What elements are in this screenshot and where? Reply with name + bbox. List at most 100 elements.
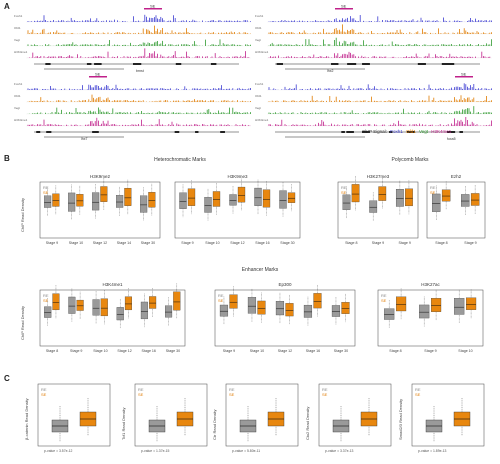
stage-label: Stage 10 (205, 241, 220, 245)
legend-se: SE (43, 190, 49, 195)
legend-re: RE (138, 387, 144, 392)
stage-label: Stage 8 (45, 349, 59, 353)
stage-label: Stage 16 (141, 349, 156, 353)
gene-exon (133, 63, 139, 65)
gene-exon (175, 63, 182, 65)
se-box (396, 296, 407, 312)
legend: RE SE (341, 185, 347, 195)
gene-exon (346, 131, 354, 133)
boxplot-chart (39, 283, 186, 347)
se-box (173, 291, 181, 311)
legend-se: SE (322, 392, 328, 397)
gene-exon (447, 63, 455, 65)
se-label: SE (150, 4, 156, 9)
re-box (44, 195, 52, 208)
stage-label: Stage 9 (424, 349, 437, 353)
enhancer-header: Enhancer Marks (241, 267, 279, 273)
se-box (100, 186, 108, 202)
legend-se: SE (138, 392, 144, 397)
y-axis-label: Tcf1 Read Density (121, 407, 126, 440)
gene-exon (347, 63, 357, 65)
re-box (419, 304, 430, 319)
se-box (148, 192, 156, 208)
plot-frame (318, 383, 392, 447)
boxplot-chart (174, 178, 301, 239)
gene-exon (174, 131, 180, 133)
re-box (116, 307, 124, 321)
gene-exon (406, 131, 415, 133)
legend-re: RE (229, 387, 235, 392)
se-box (229, 294, 238, 309)
legend-re: RE (218, 293, 224, 298)
legend-se: SE (415, 392, 421, 397)
se-box (187, 188, 196, 206)
browser-block: SE Foxh1 Ofd1 Vegt H3K4me1 lhx2 (255, 4, 492, 73)
re-box (92, 299, 100, 316)
boxplot-chart (377, 288, 484, 347)
panel-c-label: C (4, 374, 10, 383)
panel-c-boxplot (411, 383, 485, 447)
legend-re: RE (43, 185, 49, 190)
stage-label: Stage 10 (68, 241, 84, 245)
gene-exon (362, 63, 370, 65)
re-box (279, 190, 287, 209)
legend-re: RE (43, 293, 49, 298)
stage-label: Stage 9 (45, 241, 59, 245)
stage-label: Stage 12 (230, 241, 245, 245)
stage-label: Stage 14 (116, 241, 132, 245)
track-label: Vegt (255, 106, 261, 110)
panel-c-boxplot (134, 383, 208, 447)
gene-label: foxa5 (447, 137, 456, 141)
legend: RE SE (43, 293, 49, 303)
stage-label: Stage 12 (117, 349, 132, 353)
legend: RE SE (43, 185, 49, 195)
plot-frame (134, 383, 208, 447)
legend: RE SE (322, 387, 328, 397)
se-box (441, 189, 451, 202)
gene-exon (276, 63, 283, 65)
re-box (68, 192, 76, 212)
legend-se: SE (430, 190, 436, 195)
re-box (369, 200, 378, 213)
se-box (237, 186, 246, 203)
track-label: Ofd1 (14, 94, 21, 98)
track-label: Vegt (14, 38, 20, 42)
gene-label: lhx2 (327, 69, 333, 73)
legend-re: RE (322, 387, 328, 392)
stage-label: Stage 16 (255, 241, 270, 245)
gene-exon (210, 63, 217, 65)
stage-label: Stage 9 (222, 349, 236, 353)
panel-b-label: B (4, 154, 10, 163)
re-box (331, 305, 341, 317)
plot-frame (377, 289, 484, 347)
se-box (76, 299, 84, 311)
se-box (124, 296, 132, 311)
se-highlight-bar (89, 76, 107, 78)
track-label: Vegt (255, 38, 261, 42)
se-label: SE (341, 4, 347, 9)
re-box (219, 304, 229, 317)
gene-exon (389, 131, 393, 133)
gene-exon (195, 131, 199, 133)
y-axis-label: β-catenin Read Density (24, 398, 29, 440)
re-box (92, 192, 100, 211)
re-box (44, 306, 52, 318)
track-label: Ofd1 (255, 94, 262, 98)
se-box (351, 184, 360, 203)
gene-exon (361, 131, 370, 133)
se-box (378, 186, 387, 201)
legend: RE SE (381, 293, 387, 303)
plot-frame (225, 383, 299, 447)
se-box (257, 300, 266, 315)
legend-se: SE (41, 392, 47, 397)
plot-frame (214, 289, 356, 347)
stage-label: Stage 8 (345, 241, 358, 245)
stage-label: Stage 30 (280, 241, 295, 245)
se-label: SE (95, 72, 101, 77)
legend: RE SE (430, 185, 436, 195)
se-box (285, 303, 294, 317)
re-box (179, 192, 187, 209)
track-label: Foxh1 (14, 14, 23, 18)
legend: RE SE (218, 293, 224, 303)
